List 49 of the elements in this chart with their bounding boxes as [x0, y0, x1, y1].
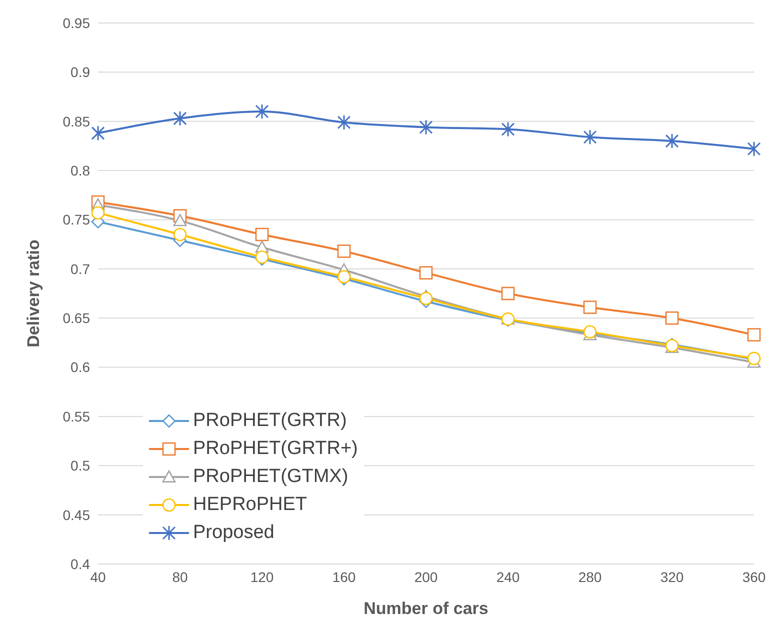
- y-tick-label: 0.9: [70, 64, 90, 80]
- point: [91, 125, 105, 141]
- y-tick-label: 0.5: [70, 458, 90, 474]
- legend-label: PRoPHET(GRTR+): [193, 438, 358, 460]
- point: [665, 133, 679, 149]
- point: [173, 110, 187, 126]
- point: [419, 120, 433, 136]
- point: [665, 311, 679, 325]
- point: [337, 244, 351, 258]
- x-tick-label: 240: [496, 568, 520, 585]
- x-tick-label: 200: [414, 568, 438, 585]
- point: [337, 270, 351, 284]
- x-tick-label: 80: [172, 568, 188, 585]
- legend-label: Proposed: [193, 522, 274, 544]
- x-tick-label: 120: [250, 568, 274, 585]
- y-axis-title: Delivery ratio: [24, 240, 44, 348]
- x-tick-label: 360: [742, 568, 766, 585]
- y-tick-label: 0.6: [70, 359, 90, 376]
- legend-label: PRoPHET(GRTR): [193, 410, 347, 432]
- x-tick-label: 160: [332, 568, 356, 585]
- point: [91, 206, 105, 220]
- point: [337, 114, 351, 130]
- point: [255, 104, 269, 120]
- point: [255, 228, 269, 242]
- y-tick-label: 0.8: [70, 162, 90, 179]
- point: [583, 300, 597, 314]
- point: [747, 141, 761, 157]
- y-tick-label: 0.55: [62, 408, 90, 424]
- x-tick-label: 320: [660, 568, 684, 585]
- point: [419, 292, 433, 306]
- y-tick-label: 0.95: [62, 14, 90, 31]
- y-tick-label: 0.4: [70, 556, 90, 572]
- point: [501, 121, 515, 137]
- x-tick-label: 40: [90, 568, 106, 585]
- y-tick-label: 0.65: [62, 310, 90, 326]
- point: [747, 328, 761, 342]
- y-tick-label: 0.85: [62, 113, 90, 130]
- point: [419, 266, 433, 280]
- point: [583, 129, 597, 145]
- legend-label: PRoPHET(GTMX): [193, 466, 348, 488]
- point: [173, 228, 187, 242]
- y-tick-label: 0.45: [62, 506, 90, 523]
- point: [501, 286, 515, 300]
- x-axis-title: Number of cars: [364, 599, 488, 618]
- x-tick-label: 280: [578, 568, 602, 585]
- y-tick-label: 0.75: [62, 212, 90, 228]
- y-tick-label: 0.7: [70, 260, 90, 277]
- point: [173, 214, 187, 226]
- legend-label: HEPRoPHET: [193, 494, 308, 516]
